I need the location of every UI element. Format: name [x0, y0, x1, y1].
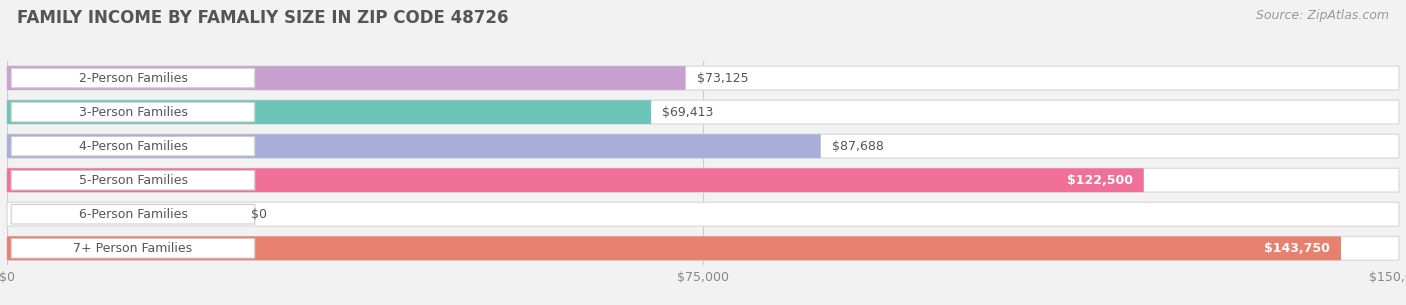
- FancyBboxPatch shape: [7, 100, 651, 124]
- Text: $69,413: $69,413: [662, 106, 714, 119]
- Text: Source: ZipAtlas.com: Source: ZipAtlas.com: [1256, 9, 1389, 22]
- Text: 2-Person Families: 2-Person Families: [79, 72, 187, 84]
- Text: 5-Person Families: 5-Person Families: [79, 174, 187, 187]
- FancyBboxPatch shape: [11, 170, 254, 190]
- FancyBboxPatch shape: [7, 66, 686, 90]
- FancyBboxPatch shape: [11, 136, 254, 156]
- FancyBboxPatch shape: [11, 204, 254, 224]
- FancyBboxPatch shape: [7, 100, 1399, 124]
- Text: $122,500: $122,500: [1067, 174, 1133, 187]
- Text: 7+ Person Families: 7+ Person Families: [73, 242, 193, 255]
- Text: $87,688: $87,688: [832, 140, 884, 152]
- Text: 6-Person Families: 6-Person Families: [79, 208, 187, 221]
- FancyBboxPatch shape: [7, 134, 821, 158]
- Text: 3-Person Families: 3-Person Families: [79, 106, 187, 119]
- FancyBboxPatch shape: [11, 102, 254, 122]
- FancyBboxPatch shape: [7, 168, 1144, 192]
- Text: FAMILY INCOME BY FAMALIY SIZE IN ZIP CODE 48726: FAMILY INCOME BY FAMALIY SIZE IN ZIP COD…: [17, 9, 509, 27]
- FancyBboxPatch shape: [7, 236, 1341, 260]
- FancyBboxPatch shape: [7, 134, 1399, 158]
- Text: 4-Person Families: 4-Person Families: [79, 140, 187, 152]
- Text: $143,750: $143,750: [1264, 242, 1330, 255]
- Text: $73,125: $73,125: [697, 72, 748, 84]
- FancyBboxPatch shape: [11, 68, 254, 88]
- FancyBboxPatch shape: [7, 66, 1399, 90]
- FancyBboxPatch shape: [11, 239, 254, 258]
- FancyBboxPatch shape: [7, 236, 1399, 260]
- Text: $0: $0: [250, 208, 267, 221]
- FancyBboxPatch shape: [7, 168, 1399, 192]
- FancyBboxPatch shape: [7, 202, 1399, 226]
